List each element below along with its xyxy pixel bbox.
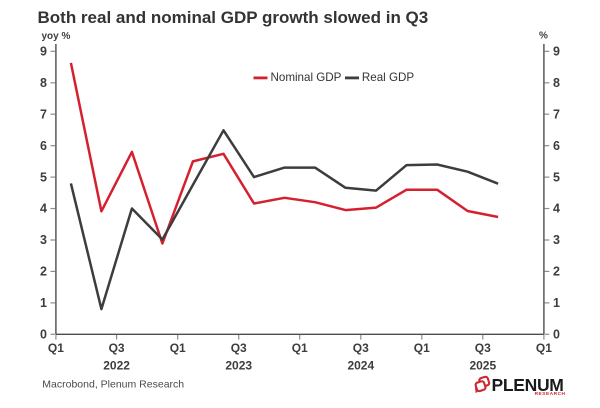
svg-text:Q1: Q1 [292, 341, 308, 355]
svg-text:4: 4 [40, 202, 47, 216]
svg-text:6: 6 [40, 139, 47, 153]
svg-text:Macrobond, Plenum Research: Macrobond, Plenum Research [42, 379, 184, 391]
svg-text:Q3: Q3 [109, 341, 125, 355]
svg-text:7: 7 [40, 107, 47, 121]
svg-text:8: 8 [40, 76, 47, 90]
svg-text:9: 9 [553, 45, 560, 59]
svg-text:9: 9 [40, 45, 47, 59]
svg-text:2: 2 [40, 265, 47, 279]
svg-text:Q3: Q3 [231, 341, 247, 355]
svg-text:Q3: Q3 [475, 341, 491, 355]
svg-text:Q3: Q3 [353, 341, 369, 355]
svg-text:Both real and nominal GDP grow: Both real and nominal GDP growth slowed … [38, 8, 429, 27]
svg-text:0: 0 [40, 328, 47, 342]
svg-text:2023: 2023 [225, 359, 252, 373]
svg-text:Q1: Q1 [536, 341, 552, 355]
svg-text:5: 5 [40, 170, 47, 184]
svg-text:2024: 2024 [347, 359, 374, 373]
svg-text:Real GDP: Real GDP [362, 71, 414, 84]
svg-text:2022: 2022 [103, 359, 130, 373]
svg-text:2: 2 [553, 265, 560, 279]
svg-text:3: 3 [553, 233, 560, 247]
svg-text:1: 1 [553, 296, 560, 310]
svg-text:0: 0 [553, 328, 560, 342]
svg-text:Q1: Q1 [48, 341, 64, 355]
svg-text:Q1: Q1 [414, 341, 430, 355]
svg-text:Q1: Q1 [170, 341, 186, 355]
svg-text:RESEARCH: RESEARCH [535, 391, 566, 397]
svg-text:%: % [539, 31, 548, 42]
svg-text:6: 6 [553, 139, 560, 153]
svg-text:3: 3 [40, 233, 47, 247]
svg-text:4: 4 [553, 202, 560, 216]
svg-text:5: 5 [553, 170, 560, 184]
svg-text:8: 8 [553, 76, 560, 90]
svg-text:7: 7 [553, 107, 560, 121]
svg-text:PLENUM: PLENUM [492, 375, 564, 395]
svg-text:Nominal GDP: Nominal GDP [271, 71, 342, 84]
svg-text:1: 1 [40, 296, 47, 310]
svg-text:2025: 2025 [469, 359, 496, 373]
svg-text:yoy %: yoy % [42, 31, 71, 42]
